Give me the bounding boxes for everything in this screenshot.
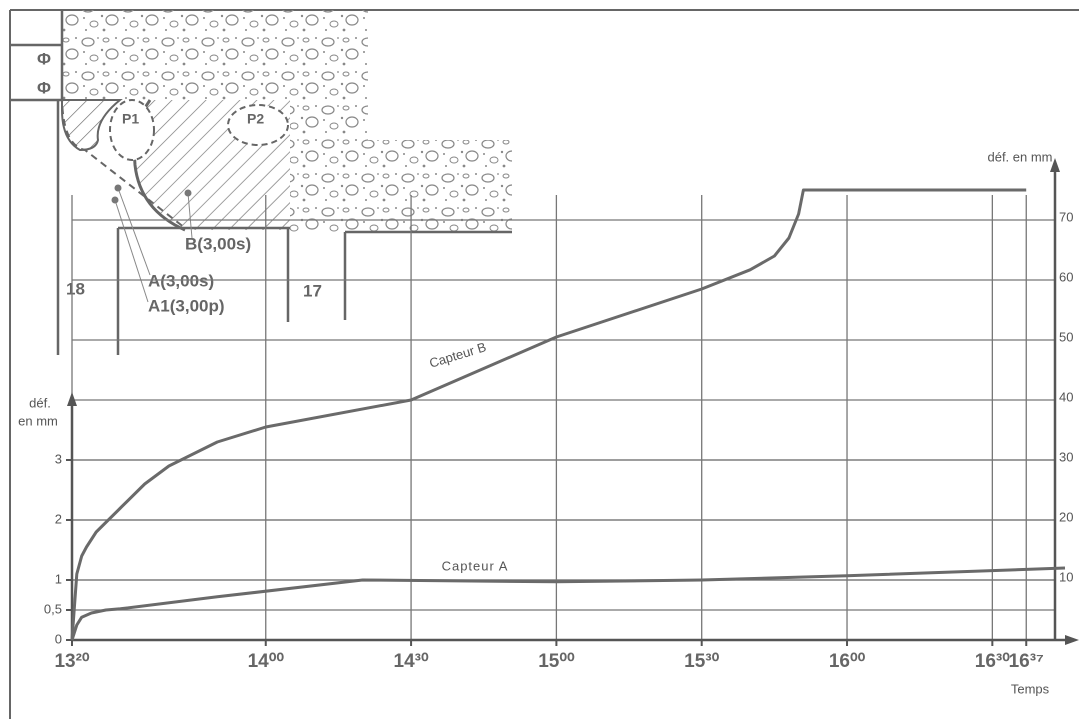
x-axis-arrow [1065,635,1079,645]
y-tick-label: 0,5 [44,601,62,616]
cross-section-diagram: Φ Φ 18 17 P1 P2 B(3,00s) A(3,00s) A1(3,0… [10,10,512,355]
y2-tick-label: 10 [1059,569,1073,584]
y2-tick-label: 60 [1059,269,1073,284]
x-tick-label: 13²⁰ [54,651,89,672]
y-tick-label: 3 [55,451,62,466]
y2-tick-label: 30 [1059,449,1073,464]
y2-tick-label: 50 [1059,329,1073,344]
y-axis-label: déf. [29,395,51,410]
y-tick-label: 1 [55,571,62,586]
section-label: 18 [66,279,85,298]
data-line [70,566,1066,641]
y2-tick-label: 20 [1059,509,1073,524]
y2-tick-label: 40 [1059,389,1073,404]
series-annotation: Capteur A [442,558,509,573]
x-tick-label: 15⁰⁰ [538,651,575,672]
data-line [70,188,1027,641]
x-tick-label: 14³⁰ [394,651,429,672]
x-tick-label: 16⁰⁰ [829,651,866,672]
pile-label: P2 [247,111,264,127]
y2-axis-arrow [1050,158,1060,172]
pile-label: P1 [122,111,139,127]
x-tick-label: 14⁰⁰ [248,651,285,672]
y-tick-label: 2 [55,511,62,526]
sensor-label: A(3,00s) [148,271,214,290]
symbol: Φ [37,49,51,68]
series-annotation: Capteur B [428,339,488,370]
x-tick-label: 16³⁷ [1009,651,1044,672]
sensor-label: A1(3,00p) [148,296,225,315]
symbol: Φ [37,78,51,97]
x-axis-label: Temps [1011,681,1050,696]
section-label: 17 [303,281,322,300]
y-axis-label: en mm [18,413,58,428]
y2-axis-label: déf. en mm [987,149,1052,164]
sensor-label: B(3,00s) [185,234,251,253]
x-tick-label: 15³⁰ [684,651,719,672]
x-tick-label: 16³⁰ [975,651,1010,672]
y-axis-arrow [67,392,77,406]
y2-tick-label: 70 [1059,209,1073,224]
y-tick-label: 0 [55,631,62,646]
